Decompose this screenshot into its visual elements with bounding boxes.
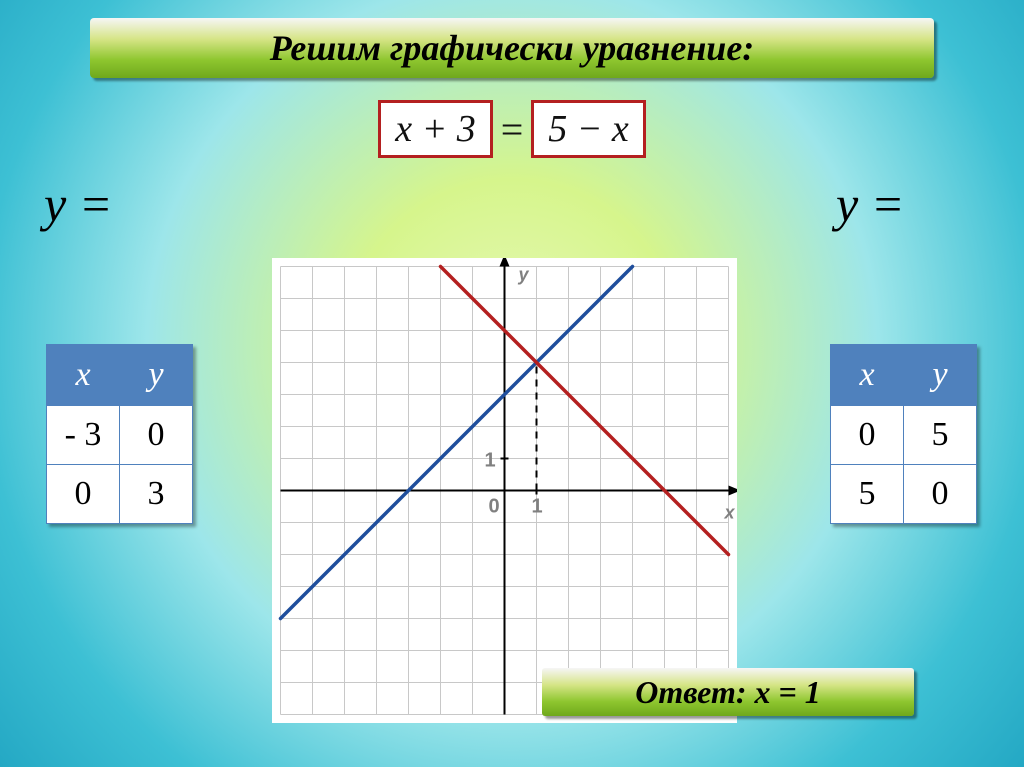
svg-text:1: 1 xyxy=(485,450,496,472)
y-equals-right-label: у = xyxy=(836,175,904,233)
svg-text:1: 1 xyxy=(532,496,543,518)
table-header: y xyxy=(904,345,977,406)
answer-box: Ответ: х = 1 xyxy=(542,668,914,716)
equation-left-box: x + 3 xyxy=(378,100,493,158)
equation-equals: = xyxy=(499,106,526,153)
equation-right-box: 5 − x xyxy=(531,100,646,158)
table-header: y xyxy=(120,345,193,406)
table-cell: 3 xyxy=(120,465,193,524)
table-cell: 0 xyxy=(120,406,193,465)
table-header: x xyxy=(831,345,904,406)
table-cell: 0 xyxy=(904,465,977,524)
equation-row: x + 3 = 5 − x xyxy=(0,100,1024,158)
table-header: x xyxy=(47,345,120,406)
svg-text:y: y xyxy=(518,265,530,285)
slide-title: Решим графически уравнение: xyxy=(90,18,934,78)
chart-svg: 0 1 1 x y xyxy=(272,258,737,723)
table-cell: 5 xyxy=(904,406,977,465)
svg-text:0: 0 xyxy=(489,496,500,518)
table-cell: 0 xyxy=(831,406,904,465)
chart-area: 0 1 1 x y xyxy=(272,258,737,723)
table-cell: - 3 xyxy=(47,406,120,465)
y-equals-left-label: у = xyxy=(44,175,112,233)
value-table-left: x y - 3 0 0 3 xyxy=(46,344,193,524)
value-table-right: x y 0 5 5 0 xyxy=(830,344,977,524)
table-cell: 5 xyxy=(831,465,904,524)
svg-text:x: x xyxy=(724,503,736,523)
table-cell: 0 xyxy=(47,465,120,524)
